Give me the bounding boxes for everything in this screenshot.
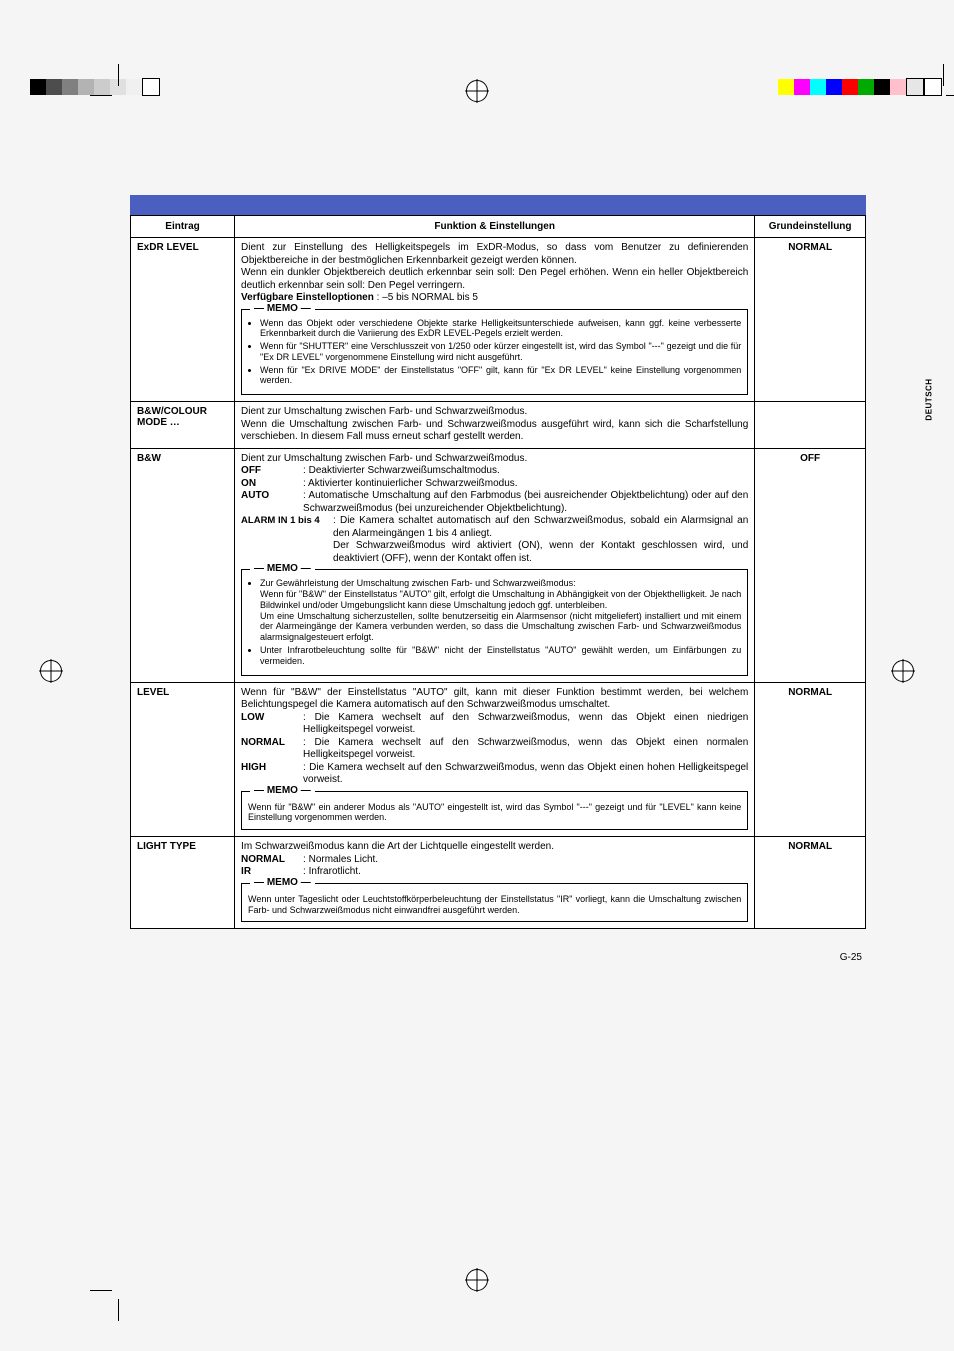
crop-tick: [946, 95, 954, 96]
language-tab: DEUTSCH: [924, 378, 933, 420]
crop-marks-right: [778, 78, 942, 96]
memo-box: — MEMO —Zur Gewährleistung der Umschaltu…: [241, 569, 748, 675]
crop-swatch: [78, 79, 94, 95]
default-cell: NORMAL: [755, 682, 866, 837]
crop-marks-left: [30, 78, 160, 96]
crop-swatch: [46, 79, 62, 95]
entry-cell: LIGHT TYPE: [131, 837, 235, 929]
table-row: B&W/COLOUR MODE …Dient zur Umschaltung z…: [131, 402, 866, 449]
registration-mark-left: [40, 660, 62, 682]
default-cell: OFF: [755, 448, 866, 682]
th-func: Funktion & Einstellungen: [235, 216, 755, 238]
crop-swatch: [778, 79, 794, 95]
document-page: Eintrag Funktion & Einstellungen Grundei…: [130, 195, 866, 929]
registration-mark-top: [466, 80, 488, 102]
crop-swatch: [794, 79, 810, 95]
entry-cell: ExDR LEVEL: [131, 238, 235, 402]
th-default: Grundeinstellung: [755, 216, 866, 238]
table-row: LIGHT TYPEIm Schwarzweißmodus kann die A…: [131, 837, 866, 929]
crop-tick: [943, 64, 944, 86]
crop-tick: [90, 95, 112, 96]
entry-cell: B&W: [131, 448, 235, 682]
table-row: ExDR LEVELDient zur Einstellung des Hell…: [131, 238, 866, 402]
memo-box: — MEMO —Wenn für "B&W" ein anderer Modus…: [241, 791, 748, 831]
crop-swatch: [142, 78, 160, 96]
page-number: G-25: [840, 952, 862, 963]
crop-tick: [118, 64, 119, 86]
header-bar: [130, 195, 866, 215]
crop-swatch: [826, 79, 842, 95]
default-cell: NORMAL: [755, 238, 866, 402]
crop-swatch: [30, 79, 46, 95]
table-row: B&WDient zur Umschaltung zwischen Farb- …: [131, 448, 866, 682]
function-cell: Im Schwarzweißmodus kann die Art der Lic…: [235, 837, 755, 929]
crop-swatch: [858, 79, 874, 95]
crop-swatch: [810, 79, 826, 95]
crop-swatch: [924, 78, 942, 96]
crop-swatch: [890, 79, 906, 95]
crop-swatch: [874, 79, 890, 95]
crop-tick: [118, 1299, 119, 1321]
function-cell: Wenn für "B&W" der Einstellstatus "AUTO"…: [235, 682, 755, 837]
th-entry: Eintrag: [131, 216, 235, 238]
crop-swatch: [906, 78, 924, 96]
entry-cell: LEVEL: [131, 682, 235, 837]
memo-box: — MEMO —Wenn unter Tageslicht oder Leuch…: [241, 883, 748, 923]
crop-tick: [90, 1290, 112, 1291]
default-cell: NORMAL: [755, 837, 866, 929]
settings-table: Eintrag Funktion & Einstellungen Grundei…: [130, 215, 866, 929]
crop-swatch: [842, 79, 858, 95]
crop-swatch: [94, 79, 110, 95]
function-cell: Dient zur Umschaltung zwischen Farb- und…: [235, 402, 755, 449]
registration-mark-right: [892, 660, 914, 682]
crop-swatch: [126, 79, 142, 95]
memo-box: — MEMO —Wenn das Objekt oder verschieden…: [241, 309, 748, 396]
crop-swatch: [62, 79, 78, 95]
default-cell: [755, 402, 866, 449]
function-cell: Dient zur Umschaltung zwischen Farb- und…: [235, 448, 755, 682]
function-cell: Dient zur Einstellung des Helligkeitspeg…: [235, 238, 755, 402]
registration-mark-bottom: [466, 1269, 488, 1291]
table-row: LEVELWenn für "B&W" der Einstellstatus "…: [131, 682, 866, 837]
entry-cell: B&W/COLOUR MODE …: [131, 402, 235, 449]
